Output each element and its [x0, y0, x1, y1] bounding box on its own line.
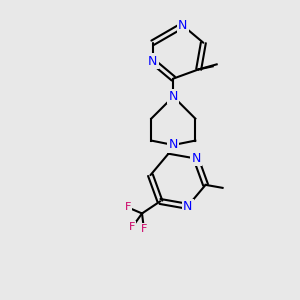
Text: N: N: [178, 19, 188, 32]
Text: N: N: [191, 152, 201, 165]
Text: F: F: [141, 224, 147, 234]
Text: N: N: [169, 139, 178, 152]
Text: F: F: [125, 202, 131, 212]
Text: N: N: [183, 200, 192, 213]
Text: F: F: [129, 222, 135, 233]
Text: N: N: [169, 90, 178, 103]
Text: N: N: [148, 55, 157, 68]
